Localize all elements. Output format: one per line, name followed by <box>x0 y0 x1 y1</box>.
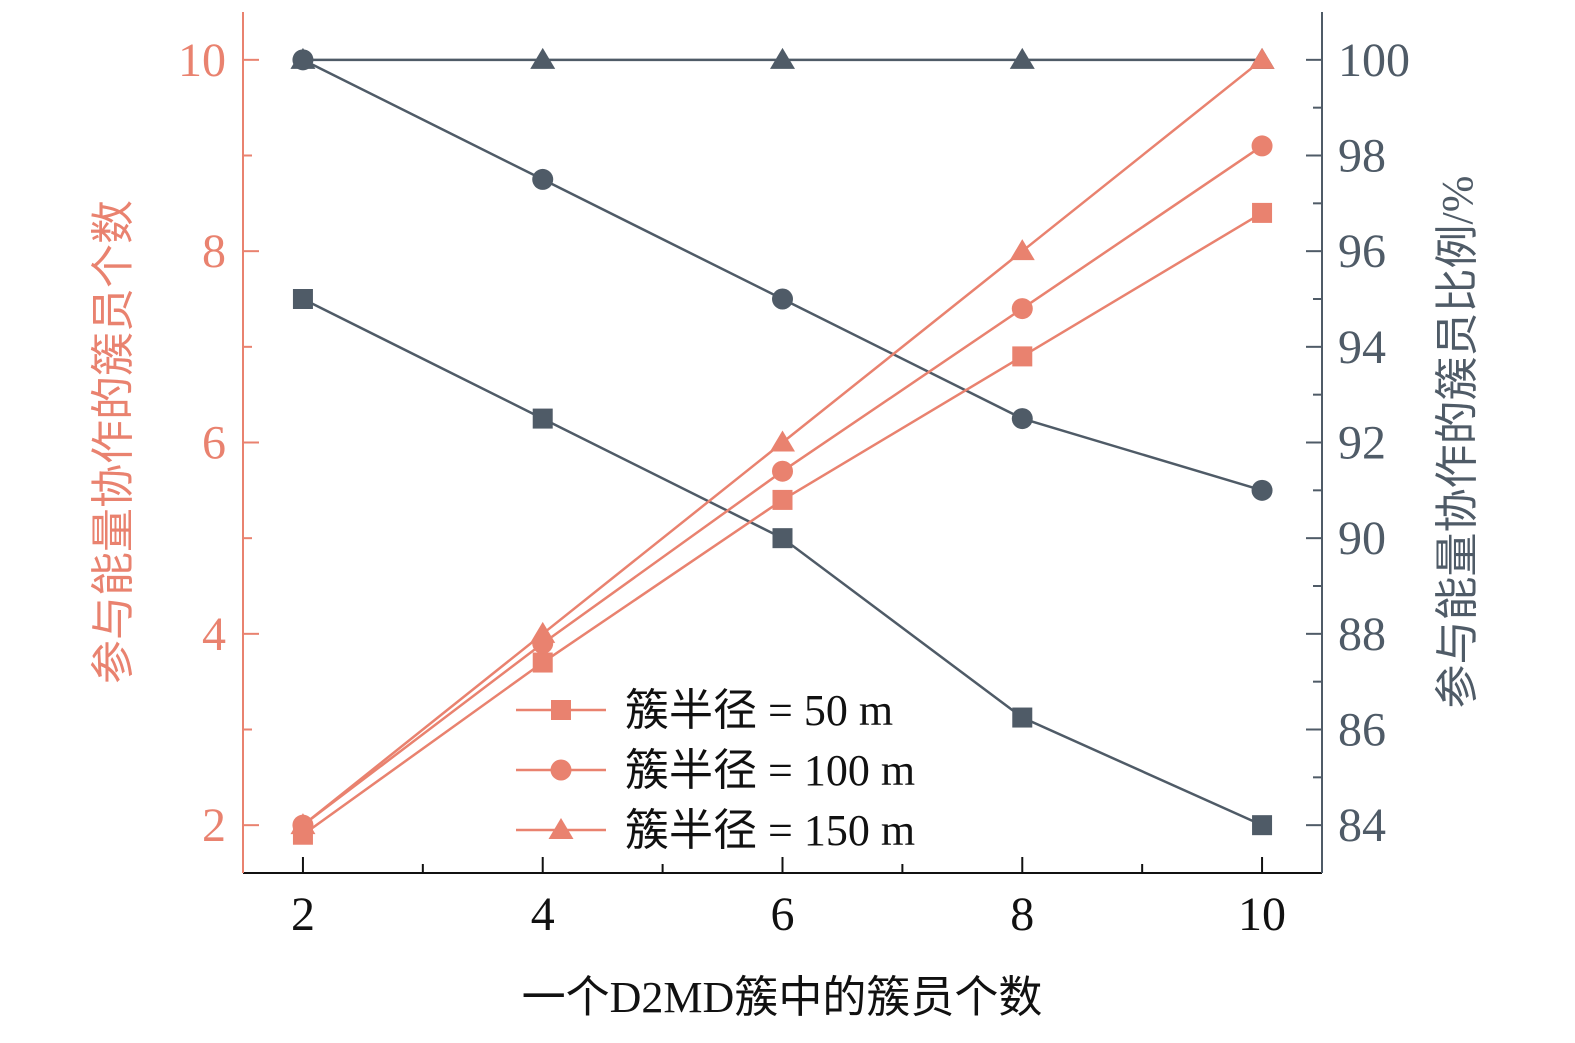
left-y-tick-label: 4 <box>202 608 226 661</box>
series-3-point-4 <box>1009 239 1035 261</box>
series-6-point-2 <box>530 47 556 69</box>
legend-marker-3 <box>548 818 574 839</box>
series-5-point-2 <box>532 168 554 190</box>
series-3-point-1 <box>290 813 316 835</box>
right-y-tick-label: 88 <box>1338 608 1386 661</box>
series-5-line <box>302 58 1263 492</box>
series-4-point-2 <box>532 408 553 429</box>
right-y-tick-label: 92 <box>1338 417 1386 470</box>
legend: 簇半径 = 50 m 簇半径 = 100 m 簇半径 = 150 m <box>516 686 915 855</box>
series-1-point-2 <box>532 652 553 673</box>
legend-marker-1 <box>551 700 571 720</box>
x-tick-label: 8 <box>1010 888 1034 941</box>
series-layer <box>290 47 1275 845</box>
x-axis-title: 一个D2MD簇中的簇员个数 <box>522 973 1043 1022</box>
legend-label-1: 簇半径 = 50 m <box>625 686 893 735</box>
x-tick-label: 10 <box>1238 888 1286 941</box>
x-tick-label: 6 <box>771 888 795 941</box>
series-6-point-4 <box>1009 47 1035 69</box>
left-y-tick-label: 2 <box>202 799 226 852</box>
series-2-point-3 <box>772 460 793 482</box>
series-5-point-5 <box>1251 479 1273 501</box>
left-y-tick-label: 6 <box>202 417 226 470</box>
right-y-tick-label: 90 <box>1338 512 1386 565</box>
series-4-point-4 <box>1012 707 1033 728</box>
series-4-point-5 <box>1252 815 1273 836</box>
series-4-point-1 <box>292 289 313 309</box>
series-3-point-3 <box>770 430 795 452</box>
series-5-point-3 <box>772 288 793 310</box>
series-3-point-2 <box>530 621 556 643</box>
series-1-point-5 <box>1252 202 1273 223</box>
right-y-tick-label: 94 <box>1338 321 1386 374</box>
left-y-tick-label: 8 <box>202 225 226 278</box>
series-6-point-3 <box>770 47 795 69</box>
right-y-tick-label: 96 <box>1338 225 1386 278</box>
right-y-tick-label: 100 <box>1338 34 1410 87</box>
left-y-axis-title: 参与能量协作的簇员个数 <box>89 200 138 684</box>
series-6-point-1 <box>290 47 316 69</box>
right-y-axis-title: 参与能量协作的簇员比例/% <box>1433 176 1482 709</box>
right-y-tick-label: 86 <box>1338 704 1386 757</box>
right-y-tick-label: 84 <box>1338 799 1386 852</box>
series-2-point-4 <box>1011 298 1033 320</box>
series-5-point-4 <box>1011 408 1033 430</box>
series-3-point-5 <box>1249 47 1275 69</box>
series-4-point-3 <box>772 528 793 549</box>
x-tick-label: 4 <box>531 888 555 941</box>
legend-label-2: 簇半径 = 100 m <box>625 746 915 795</box>
axes-layer: 2 4 6 8 10 2 4 6 8 10 84 86 88 90 92 94 96 98 100 <box>178 12 1410 941</box>
series-1-point-3 <box>772 489 793 510</box>
x-tick-label: 2 <box>291 888 315 941</box>
series-2-point-5 <box>1251 135 1273 157</box>
left-y-tick-label: 10 <box>178 34 226 87</box>
legend-marker-2 <box>550 759 572 781</box>
right-y-tick-label: 98 <box>1338 130 1386 183</box>
series-1-point-4 <box>1012 346 1033 367</box>
legend-label-3: 簇半径 = 150 m <box>625 806 915 855</box>
